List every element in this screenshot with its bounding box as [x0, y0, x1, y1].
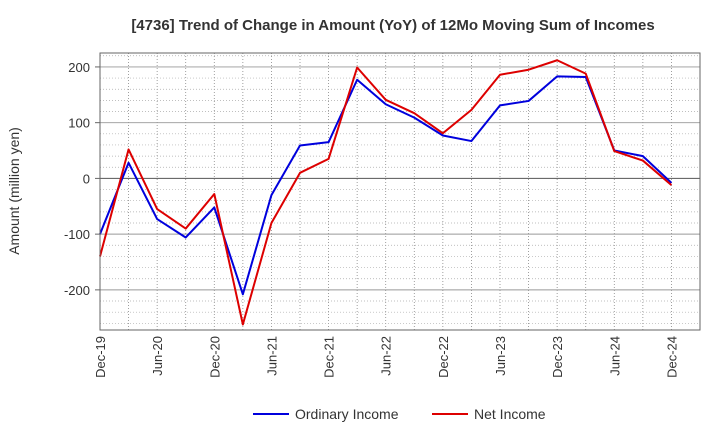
chart-title: [4736] Trend of Change in Amount (YoY) o…: [131, 17, 654, 34]
x-tick-label: Dec-22: [436, 336, 451, 378]
x-tick-label: Dec-23: [550, 336, 565, 378]
x-tick-label: Dec-20: [207, 336, 222, 378]
x-tick-label: Jun-20: [150, 336, 165, 376]
y-tick-labels: 200 100 0 -100 -200: [64, 60, 100, 298]
y-tick-label: -100: [64, 227, 90, 242]
x-tick-labels: Dec-19 Jun-20 Dec-20 Jun-21 Dec-21 Jun-22 Dec-…: [93, 336, 679, 378]
x-tick-label: Jun-21: [264, 336, 279, 376]
legend: Ordinary Income Net Income: [253, 406, 546, 422]
legend-label-2: Net Income: [474, 406, 546, 422]
y-tick-label: 200: [68, 60, 90, 75]
series-line-2: [99, 59, 673, 326]
y-tick-label: 100: [68, 116, 90, 131]
y-axis-label: Amount (million yen): [6, 127, 22, 255]
plot-frame: [99, 52, 701, 331]
x-tick-label: Dec-24: [664, 336, 679, 378]
grid: [100, 53, 700, 330]
x-tick-label: Dec-19: [93, 336, 108, 378]
legend-label-1: Ordinary Income: [295, 406, 399, 422]
x-tick-label: Jun-22: [379, 336, 394, 376]
x-tick-label: Dec-21: [322, 336, 337, 378]
series-group: [99, 59, 673, 326]
y-tick-label: 0: [83, 171, 90, 186]
x-tick-label: Jun-23: [493, 336, 508, 376]
x-tick-label: Jun-24: [607, 336, 622, 376]
series-line-1: [99, 75, 673, 296]
y-tick-label: -200: [64, 283, 90, 298]
